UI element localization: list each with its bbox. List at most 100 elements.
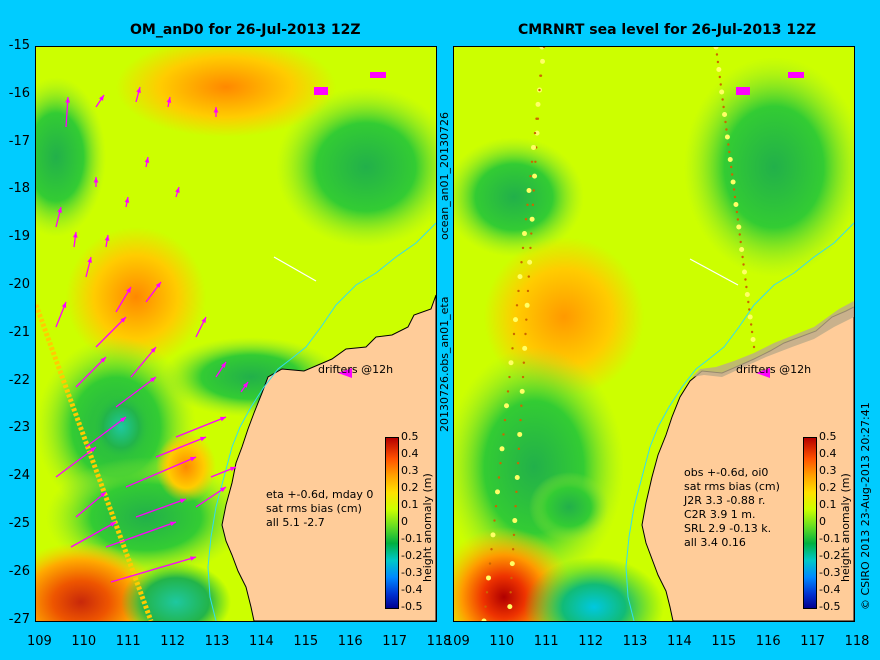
track-observation xyxy=(490,532,496,538)
drifter-arrow xyxy=(130,346,157,378)
track-observation xyxy=(735,210,739,214)
colorbar-tick-label: 0.5 xyxy=(819,430,837,443)
latitude-tick-label: -16 xyxy=(8,85,30,101)
drifter-arrow-head xyxy=(201,317,206,323)
track-observation xyxy=(534,160,537,163)
left-stats-line: sat rms bias (cm) xyxy=(266,502,362,515)
colorbar-tick-label: -0.3 xyxy=(819,566,841,579)
track-observation xyxy=(527,259,533,265)
drifter-arrow-head xyxy=(242,382,248,388)
colorbar-tick-label: 0.3 xyxy=(401,464,419,477)
drifter-arrow-head xyxy=(87,257,92,263)
drifter-arrow-head xyxy=(200,436,206,442)
track-observation xyxy=(722,105,725,109)
drifter-arrow-head xyxy=(120,417,126,423)
longitude-tick-label: 117 xyxy=(800,634,826,649)
drifter-arrow-head xyxy=(220,362,226,368)
track-observation xyxy=(481,618,487,621)
right-stats-line: SRL 2.9 -0.13 k. xyxy=(684,522,772,535)
drifter-arrow-head xyxy=(190,457,196,462)
drifter-arrow xyxy=(55,446,97,478)
track-observation xyxy=(520,404,523,407)
track-observation xyxy=(535,101,541,107)
colorbar-tick-label: 0.4 xyxy=(819,447,837,460)
latitude-tick-label: -23 xyxy=(8,420,30,436)
drifter-arrow-head xyxy=(104,235,110,241)
colorbar-tick-label: -0.1 xyxy=(819,532,841,545)
track-observation xyxy=(529,246,532,250)
drifter-arrow xyxy=(125,456,197,488)
track-observation xyxy=(741,255,744,259)
drifter-arrow xyxy=(155,436,207,458)
track-observation xyxy=(730,173,734,176)
drifter-arrow-head xyxy=(100,492,106,498)
left-stats-line: all 5.1 -2.7 xyxy=(266,516,325,529)
track-observation xyxy=(515,304,519,307)
track-observation xyxy=(517,274,523,280)
right-drifters-label: drifters @12h xyxy=(736,363,812,376)
longitude-tick-label: 118 xyxy=(844,634,870,649)
low-anomaly-core xyxy=(121,562,231,621)
track-observation xyxy=(513,317,518,323)
track-observation xyxy=(730,179,736,185)
drifter-arrow xyxy=(75,491,107,518)
right-stats-line: obs +-0.6d, oi0 xyxy=(684,466,769,479)
drifter-arrow xyxy=(95,316,127,348)
track-observation xyxy=(750,330,754,334)
track-observation xyxy=(499,461,502,465)
track-observation xyxy=(497,476,501,479)
model-run-label: ocean_an01_20130726 xyxy=(438,112,451,240)
track-observation xyxy=(512,518,518,524)
drifter-arrow-head xyxy=(93,177,99,183)
drifter-arrow-head xyxy=(150,377,156,383)
right-stats-line: J2R 3.3 -0.88 r. xyxy=(684,494,766,507)
satellite-tracks xyxy=(481,47,756,621)
track-observation xyxy=(733,202,739,207)
right-panel-title: CMRNRT sea level for 26-Jul-2013 12Z xyxy=(518,22,817,38)
track-observation xyxy=(524,332,527,336)
track-observation xyxy=(742,269,747,275)
drifter-arrow-head xyxy=(190,556,196,561)
drifter-arrow-head xyxy=(175,187,180,193)
right-map-panel: drifters @12h obs +-0.6d, oi0 sat rms bi… xyxy=(453,46,855,622)
longitude-tick-label: 114 xyxy=(667,634,692,649)
track-observation xyxy=(530,160,534,163)
longitude-tick-label: 109 xyxy=(27,634,52,649)
colorbar-tick-label: 0.1 xyxy=(401,498,419,511)
track-observation xyxy=(517,289,520,293)
latitude-tick-label: -19 xyxy=(8,229,30,245)
low-anomaly-region xyxy=(36,77,106,237)
drifter-arrow xyxy=(75,356,107,388)
latitude-tick-label: -27 xyxy=(8,611,30,627)
longitude-tick-label: 110 xyxy=(489,634,515,649)
longitude-tick-label: 113 xyxy=(622,634,648,649)
track-observation xyxy=(486,575,491,581)
colorbar-tick-label: -0.2 xyxy=(819,549,841,562)
track-observation xyxy=(521,246,525,250)
track-observation xyxy=(733,195,737,199)
copyright-label: © CSIRO 2013 23-Aug-2013 20:27:41 xyxy=(859,402,872,610)
track-observation xyxy=(535,117,538,120)
drifter-cluster xyxy=(736,87,750,95)
drifter-marker xyxy=(338,368,352,378)
drifter-arrow-head xyxy=(98,95,104,101)
track-observation xyxy=(484,605,487,608)
drifter-arrow-head xyxy=(150,347,156,353)
drifter-arrow-head xyxy=(65,97,70,103)
track-observation xyxy=(485,591,489,594)
track-observation xyxy=(507,619,511,621)
drifter-arrow xyxy=(175,416,227,438)
drifter-arrow-head xyxy=(220,416,226,422)
drifter-marker xyxy=(756,368,770,378)
track-observation xyxy=(509,561,515,567)
latitude-tick-label: -20 xyxy=(8,277,30,292)
colorbar-tick-label: -0.2 xyxy=(401,549,423,562)
latitude-tick-label: -25 xyxy=(8,516,30,531)
drifter-arrow-head xyxy=(155,282,161,288)
colorbar-tick-label: -0.1 xyxy=(401,532,423,545)
track-observation xyxy=(749,323,753,326)
drifter-cluster xyxy=(370,72,386,78)
track-observation xyxy=(719,83,722,86)
track-observation xyxy=(724,134,730,140)
low-anomaly-region xyxy=(276,87,436,247)
